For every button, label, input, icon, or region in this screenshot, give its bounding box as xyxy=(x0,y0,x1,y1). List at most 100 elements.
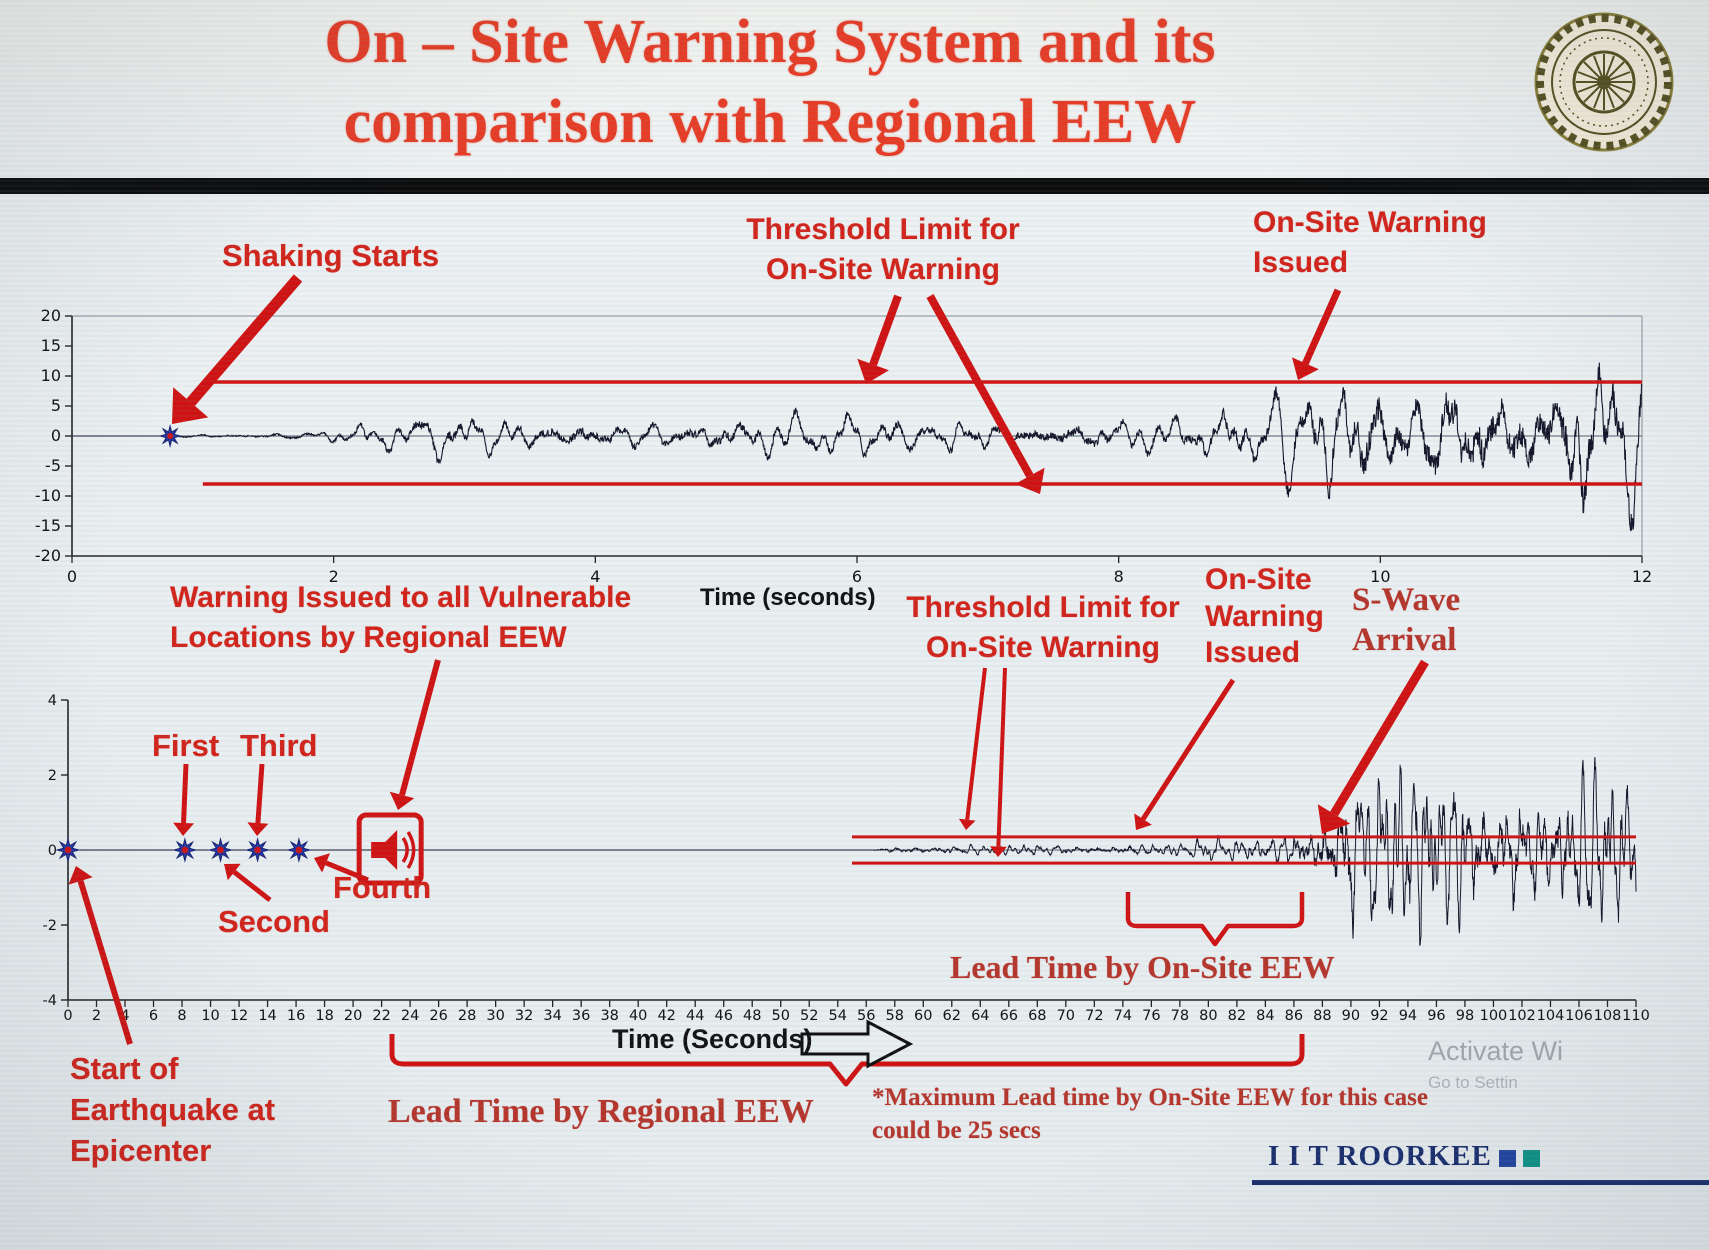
svg-text:66: 66 xyxy=(1000,1008,1018,1024)
label-threshold-limit-top: Threshold Limit for On-Site Warning xyxy=(746,213,1020,286)
svg-text:-10: -10 xyxy=(35,486,61,505)
svg-text:46: 46 xyxy=(714,1008,732,1024)
svg-text:34: 34 xyxy=(543,1008,561,1024)
svg-text:-15: -15 xyxy=(35,516,61,535)
label-third-detection: Third xyxy=(240,728,318,763)
svg-text:88: 88 xyxy=(1313,1008,1331,1024)
label-lead-time-onsite: Lead Time by On-Site EEW xyxy=(950,949,1335,985)
svg-text:110: 110 xyxy=(1622,1008,1650,1024)
svg-text:8: 8 xyxy=(1114,567,1124,586)
svg-text:5: 5 xyxy=(51,396,61,415)
slide-title-line1: On – Site Warning System and its xyxy=(324,8,1216,76)
svg-text:84: 84 xyxy=(1256,1008,1274,1024)
svg-text:-4: -4 xyxy=(43,993,57,1009)
svg-text:40: 40 xyxy=(629,1008,647,1024)
svg-text:90: 90 xyxy=(1342,1008,1360,1024)
label-regional-warning: Warning Issued to all Vulnerable Locatio… xyxy=(170,581,632,654)
svg-text:92: 92 xyxy=(1370,1008,1388,1024)
watermark-line1: Activate Wi xyxy=(1428,1036,1564,1066)
svg-text:-5: -5 xyxy=(45,456,61,475)
svg-text:36: 36 xyxy=(572,1008,590,1024)
label-s-wave-arrival: S-Wave Arrival xyxy=(1352,582,1461,659)
label-lead-time-regional: Lead Time by Regional EEW xyxy=(388,1093,814,1130)
iit-roorkee-text: I I T ROORKEE xyxy=(1268,1140,1492,1172)
svg-text:26: 26 xyxy=(429,1008,447,1024)
svg-text:4: 4 xyxy=(120,1008,129,1024)
activate-windows-watermark: Activate Wi Go to Settin xyxy=(1428,1036,1563,1093)
svg-text:52: 52 xyxy=(800,1008,818,1024)
svg-text:44: 44 xyxy=(686,1008,704,1024)
svg-text:102: 102 xyxy=(1508,1008,1536,1024)
svg-text:50: 50 xyxy=(772,1008,790,1024)
svg-text:106: 106 xyxy=(1565,1008,1593,1024)
label-start-of-earthquake: Start of Earthquake at Epicenter xyxy=(70,1051,276,1169)
svg-text:64: 64 xyxy=(971,1008,989,1024)
svg-text:14: 14 xyxy=(258,1008,276,1024)
svg-text:100: 100 xyxy=(1480,1008,1508,1024)
slide-title: On – Site Warning System and its compari… xyxy=(0,2,1540,162)
svg-text:12: 12 xyxy=(1632,567,1652,586)
top-chart-x-axis-title: Time (seconds) xyxy=(700,584,876,611)
svg-text:16: 16 xyxy=(287,1008,305,1024)
svg-text:-2: -2 xyxy=(43,918,57,934)
svg-text:74: 74 xyxy=(1114,1008,1132,1024)
svg-text:56: 56 xyxy=(857,1008,875,1024)
brand-square-blue-icon xyxy=(1498,1149,1516,1167)
svg-text:2: 2 xyxy=(48,768,57,784)
label-first-detection: First xyxy=(152,728,220,763)
svg-text:-20: -20 xyxy=(35,546,61,565)
label-onsite-warning-issued-bottom: On-Site Warning Issued xyxy=(1205,563,1324,670)
svg-text:10: 10 xyxy=(41,366,61,385)
svg-text:72: 72 xyxy=(1085,1008,1103,1024)
svg-text:58: 58 xyxy=(886,1008,904,1024)
brand-square-teal-icon xyxy=(1522,1149,1540,1167)
label-fourth-detection: Fourth xyxy=(333,870,432,905)
svg-text:22: 22 xyxy=(372,1008,390,1024)
svg-text:8: 8 xyxy=(177,1008,186,1024)
svg-text:104: 104 xyxy=(1537,1008,1565,1024)
svg-text:0: 0 xyxy=(67,567,77,586)
svg-text:12: 12 xyxy=(230,1008,248,1024)
svg-text:48: 48 xyxy=(743,1008,761,1024)
brand-underline xyxy=(1252,1180,1709,1185)
svg-text:108: 108 xyxy=(1594,1008,1622,1024)
bottom-chart-x-axis-title: Time (Seconds) xyxy=(612,1024,813,1054)
svg-text:94: 94 xyxy=(1399,1008,1417,1024)
watermark-line2: Go to Settin xyxy=(1428,1073,1518,1092)
svg-text:10: 10 xyxy=(201,1008,219,1024)
svg-text:76: 76 xyxy=(1142,1008,1160,1024)
svg-text:0: 0 xyxy=(48,843,57,859)
slide-title-line2: comparison with Regional EEW xyxy=(343,88,1197,156)
svg-text:82: 82 xyxy=(1228,1008,1246,1024)
svg-text:0: 0 xyxy=(63,1008,72,1024)
svg-text:80: 80 xyxy=(1199,1008,1217,1024)
label-threshold-limit-bottom: Threshold Limit for On-Site Warning xyxy=(906,591,1180,664)
title-divider xyxy=(0,178,1709,194)
svg-text:86: 86 xyxy=(1285,1008,1303,1024)
svg-text:0: 0 xyxy=(51,426,61,445)
svg-text:4: 4 xyxy=(48,693,57,709)
svg-text:32: 32 xyxy=(515,1008,533,1024)
svg-text:96: 96 xyxy=(1427,1008,1445,1024)
svg-text:20: 20 xyxy=(41,306,61,325)
svg-text:15: 15 xyxy=(41,336,61,355)
iit-roorkee-logo-icon xyxy=(1534,12,1674,152)
label-onsite-warning-issued-top: On-Site Warning Issued xyxy=(1253,206,1487,279)
svg-text:28: 28 xyxy=(458,1008,476,1024)
svg-text:30: 30 xyxy=(486,1008,504,1024)
svg-text:6: 6 xyxy=(149,1008,158,1024)
svg-text:2: 2 xyxy=(92,1008,101,1024)
svg-text:62: 62 xyxy=(943,1008,961,1024)
svg-text:98: 98 xyxy=(1456,1008,1474,1024)
svg-text:70: 70 xyxy=(1057,1008,1075,1024)
iit-roorkee-wordmark: I I T ROORKEE xyxy=(1268,1140,1540,1173)
svg-text:42: 42 xyxy=(657,1008,675,1024)
svg-text:18: 18 xyxy=(315,1008,333,1024)
svg-text:38: 38 xyxy=(600,1008,618,1024)
svg-text:20: 20 xyxy=(344,1008,362,1024)
label-max-lead-note: *Maximum Lead time by On-Site EEW for th… xyxy=(872,1084,1429,1144)
svg-text:68: 68 xyxy=(1028,1008,1046,1024)
svg-text:78: 78 xyxy=(1171,1008,1189,1024)
svg-text:60: 60 xyxy=(914,1008,932,1024)
